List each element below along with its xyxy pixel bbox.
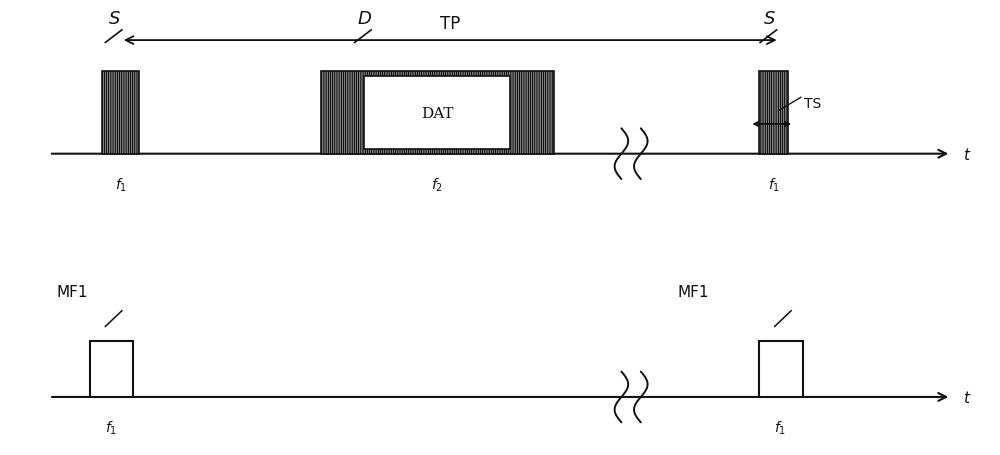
Bar — [90, 341, 133, 397]
Text: MF1: MF1 — [57, 284, 88, 299]
Text: $f_1$: $f_1$ — [115, 176, 127, 194]
Text: TS: TS — [804, 96, 821, 111]
Text: $S$: $S$ — [763, 10, 776, 28]
Text: $f_1$: $f_1$ — [105, 419, 117, 436]
Text: $S$: $S$ — [108, 10, 121, 28]
Text: $t$: $t$ — [963, 389, 971, 405]
Text: $f_2$: $f_2$ — [431, 176, 443, 194]
Text: MF1: MF1 — [678, 284, 709, 299]
Bar — [364, 77, 510, 150]
Text: DAT: DAT — [421, 106, 453, 120]
Bar — [102, 72, 139, 154]
Text: $D$: $D$ — [357, 10, 372, 28]
Text: $t$: $t$ — [963, 147, 971, 162]
Bar — [759, 72, 788, 154]
Text: $f_1$: $f_1$ — [774, 419, 787, 436]
Text: $f_1$: $f_1$ — [768, 176, 780, 194]
Bar — [321, 72, 554, 154]
Bar — [759, 341, 803, 397]
Text: TP: TP — [440, 15, 461, 33]
